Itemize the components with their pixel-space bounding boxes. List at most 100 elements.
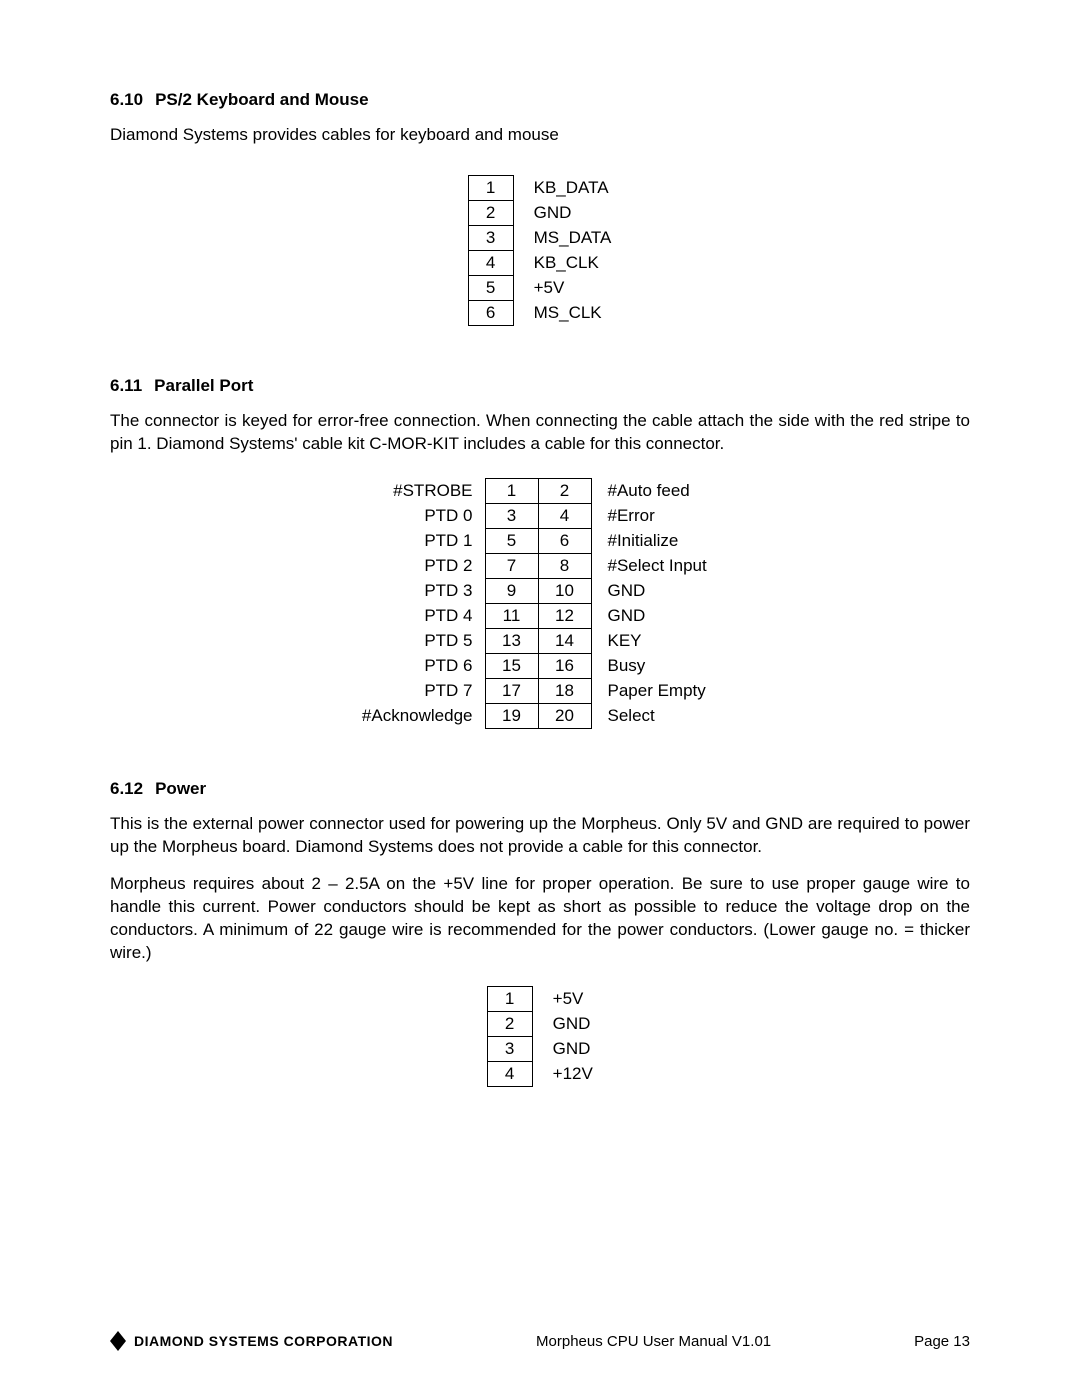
pin-number: 1 — [468, 175, 513, 200]
pin-label: GND — [532, 1037, 593, 1062]
table-row: PTD 156#Initialize — [313, 528, 768, 553]
signal-label-right: #Auto feed — [591, 478, 768, 503]
table-row: PTD 61516Busy — [313, 653, 768, 678]
table-row: PTD 278#Select Input — [313, 553, 768, 578]
signal-label-left: PTD 4 — [313, 603, 486, 628]
signal-label-right: #Error — [591, 503, 768, 528]
pin-number: 1 — [487, 987, 532, 1012]
heading-parallel: 6.11 Parallel Port — [110, 376, 970, 396]
heading-power: 6.12 Power — [110, 779, 970, 799]
signal-label-right: KEY — [591, 628, 768, 653]
power-pin-table: 1+5V2GND3GND4+12V — [487, 986, 594, 1087]
parallel-port-table: #STROBE12#Auto feedPTD 034#ErrorPTD 156#… — [313, 478, 768, 729]
pin-number: 3 — [485, 503, 538, 528]
pin-number: 2 — [468, 200, 513, 225]
table-row: #STROBE12#Auto feed — [313, 478, 768, 503]
diamond-logo-icon — [110, 1331, 126, 1351]
pin-number: 5 — [468, 275, 513, 300]
pin-label: +5V — [513, 275, 612, 300]
heading-title: PS/2 Keyboard and Mouse — [155, 90, 369, 109]
signal-label-right: Busy — [591, 653, 768, 678]
signal-label-right: GND — [591, 603, 768, 628]
signal-label-left: #STROBE — [313, 478, 486, 503]
pin-number: 10 — [538, 578, 591, 603]
pin-number: 3 — [468, 225, 513, 250]
pin-number: 18 — [538, 678, 591, 703]
pin-number: 11 — [485, 603, 538, 628]
body-text-power-1: This is the external power connector use… — [110, 813, 970, 859]
heading-number: 6.10 — [110, 90, 143, 110]
table-row: 3MS_DATA — [468, 225, 612, 250]
footer-manual-title: Morpheus CPU User Manual V1.01 — [536, 1333, 771, 1350]
pin-number: 4 — [538, 503, 591, 528]
table-row: 4+12V — [487, 1062, 593, 1087]
body-text-power-2: Morpheus requires about 2 – 2.5A on the … — [110, 873, 970, 965]
pin-number: 3 — [487, 1037, 532, 1062]
pin-number: 15 — [485, 653, 538, 678]
pin-number: 16 — [538, 653, 591, 678]
pin-number: 14 — [538, 628, 591, 653]
pin-number: 1 — [485, 478, 538, 503]
signal-label-right: GND — [591, 578, 768, 603]
signal-label-left: PTD 3 — [313, 578, 486, 603]
footer-company: DIAMOND SYSTEMS CORPORATION — [134, 1333, 393, 1349]
signal-label-right: Paper Empty — [591, 678, 768, 703]
heading-number: 6.12 — [110, 779, 143, 799]
table-row: PTD 51314KEY — [313, 628, 768, 653]
table-row: 6MS_CLK — [468, 300, 612, 325]
footer-left: DIAMOND SYSTEMS CORPORATION — [110, 1331, 393, 1351]
pin-number: 19 — [485, 703, 538, 728]
pin-number: 9 — [485, 578, 538, 603]
pin-number: 4 — [487, 1062, 532, 1087]
table-row: 2GND — [487, 1012, 593, 1037]
pin-label: KB_DATA — [513, 175, 612, 200]
pin-number: 17 — [485, 678, 538, 703]
ps2-pin-table: 1KB_DATA2GND3MS_DATA4KB_CLK5+5V6MS_CLK — [468, 175, 613, 326]
heading-title: Parallel Port — [154, 376, 253, 395]
pin-label: +5V — [532, 987, 593, 1012]
table-row: #Acknowledge1920Select — [313, 703, 768, 728]
pin-label: GND — [532, 1012, 593, 1037]
signal-label-left: PTD 7 — [313, 678, 486, 703]
signal-label-right: Select — [591, 703, 768, 728]
signal-label-right: #Initialize — [591, 528, 768, 553]
signal-label-left: PTD 5 — [313, 628, 486, 653]
pin-label: KB_CLK — [513, 250, 612, 275]
signal-label-left: PTD 2 — [313, 553, 486, 578]
table-row: 1+5V — [487, 987, 593, 1012]
pin-number: 5 — [485, 528, 538, 553]
heading-ps2: 6.10 PS/2 Keyboard and Mouse — [110, 90, 970, 110]
table-row: PTD 71718Paper Empty — [313, 678, 768, 703]
table-row: PTD 3910GND — [313, 578, 768, 603]
page: 6.10 PS/2 Keyboard and Mouse Diamond Syst… — [0, 0, 1080, 1397]
table-row: PTD 034#Error — [313, 503, 768, 528]
pin-label: GND — [513, 200, 612, 225]
pin-number: 8 — [538, 553, 591, 578]
pin-number: 6 — [538, 528, 591, 553]
table-row: 1KB_DATA — [468, 175, 612, 200]
page-footer: DIAMOND SYSTEMS CORPORATION Morpheus CPU… — [110, 1331, 970, 1351]
signal-label-left: #Acknowledge — [313, 703, 486, 728]
heading-title: Power — [155, 779, 206, 798]
pin-number: 7 — [485, 553, 538, 578]
pin-label: MS_CLK — [513, 300, 612, 325]
pin-number: 2 — [538, 478, 591, 503]
pin-label: +12V — [532, 1062, 593, 1087]
body-text-ps2: Diamond Systems provides cables for keyb… — [110, 124, 970, 147]
pin-number: 13 — [485, 628, 538, 653]
pin-number: 2 — [487, 1012, 532, 1037]
pin-number: 12 — [538, 603, 591, 628]
table-row: 3GND — [487, 1037, 593, 1062]
pin-label: MS_DATA — [513, 225, 612, 250]
table-row: 5+5V — [468, 275, 612, 300]
signal-label-left: PTD 6 — [313, 653, 486, 678]
signal-label-right: #Select Input — [591, 553, 768, 578]
footer-page-number: Page 13 — [914, 1333, 970, 1350]
pin-number: 20 — [538, 703, 591, 728]
table-row: PTD 41112GND — [313, 603, 768, 628]
signal-label-left: PTD 0 — [313, 503, 486, 528]
heading-number: 6.11 — [110, 376, 142, 396]
body-text-parallel: The connector is keyed for error-free co… — [110, 410, 970, 456]
pin-number: 4 — [468, 250, 513, 275]
table-row: 2GND — [468, 200, 612, 225]
